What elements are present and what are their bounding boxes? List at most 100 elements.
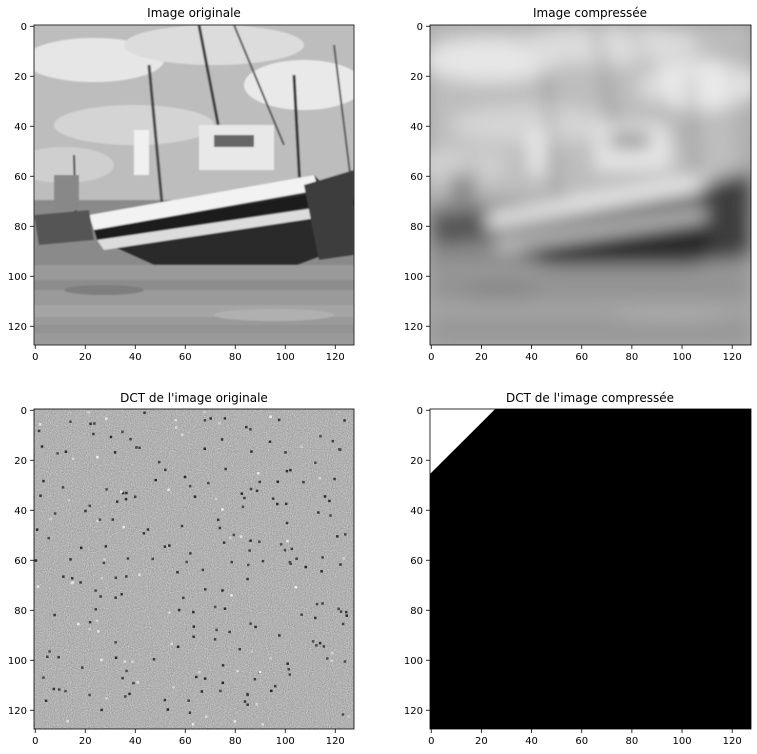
dct-speckle [243, 700, 247, 703]
dct-speckle [339, 610, 343, 613]
x-tick-label: 0 [428, 736, 434, 747]
dct-speckle [318, 476, 322, 480]
dct-speckle [286, 539, 289, 543]
y-tick-label: 0 [21, 22, 27, 33]
dct-speckle [114, 596, 117, 599]
dct-speckle [238, 647, 242, 651]
dct-speckle [135, 446, 138, 449]
dct-speckle [142, 532, 146, 535]
dct-speckle [339, 563, 342, 566]
dct-speckle [254, 625, 257, 629]
x-tick-label: 40 [129, 352, 142, 363]
dct-speckle [338, 448, 341, 451]
dct-speckle [261, 559, 265, 563]
dct-speckle [185, 560, 188, 564]
dct-speckle [302, 480, 305, 484]
x-tick-label: 100 [276, 352, 295, 363]
dct-speckle [44, 699, 48, 702]
dct-speckle [61, 486, 65, 489]
dct-speckle [323, 495, 327, 498]
dct-speckle [168, 544, 171, 547]
dct-speckle [109, 435, 113, 439]
dct-speckle [230, 560, 234, 564]
dct-speckle [221, 508, 224, 511]
dct-speckle [120, 490, 123, 494]
dct-speckle [154, 478, 157, 482]
dct-speckle [88, 504, 92, 508]
dct-speckle [336, 535, 339, 538]
dct-speckle [168, 611, 171, 614]
title-image-compressee: Image compressée [533, 6, 647, 20]
dct-speckle [319, 434, 322, 438]
dct-speckle [249, 428, 252, 431]
y-tick-label: 0 [21, 406, 27, 417]
dct-speckle [49, 517, 52, 521]
dct-speckle [270, 689, 273, 693]
dct-speckle [286, 662, 289, 665]
dct-speckle [163, 698, 167, 702]
dct-speckle [176, 645, 180, 649]
dct-speckle [247, 563, 250, 567]
x-tick-label: 20 [475, 352, 488, 363]
dct-speckle [343, 419, 346, 422]
x-tick-label: 20 [79, 352, 92, 363]
dct-speckle [207, 481, 210, 485]
dct-speckle [53, 613, 56, 617]
dct-speckle [167, 488, 170, 492]
dct-speckle [88, 620, 92, 624]
dct-speckle [138, 573, 141, 577]
dct-speckle [104, 417, 108, 420]
dct-speckle [191, 722, 195, 726]
dct-speckle [314, 461, 317, 464]
dct-speckle [87, 411, 90, 414]
dct-speckle [174, 418, 177, 422]
dct-speckle [223, 607, 227, 610]
dct-speckle [344, 533, 347, 536]
dct-speckle [174, 426, 178, 429]
dct-speckle [183, 475, 187, 479]
dct-speckle [321, 602, 324, 605]
dct-speckle [221, 664, 225, 667]
dct-speckle [182, 596, 185, 600]
dct-speckle [236, 669, 239, 673]
title-dct-compressee: DCT de l'image compressée [506, 391, 674, 405]
panel-dct-originale [34, 409, 354, 729]
y-tick-label: 80 [14, 222, 27, 233]
y-tick-label: 60 [410, 556, 423, 567]
dct-speckle [122, 525, 126, 529]
dct-speckle [123, 660, 127, 663]
dct-speckle [84, 509, 87, 513]
panel-image-originale [34, 25, 354, 345]
dct-speckle [314, 616, 317, 620]
dct-speckle [115, 500, 119, 503]
dct-speckle [124, 497, 128, 501]
plot-frame-c [33, 408, 355, 730]
dct-speckle [241, 505, 245, 509]
dct-speckle [258, 540, 261, 543]
dct-speckle [100, 577, 104, 580]
dct-speckle [268, 440, 272, 444]
x-tick-label: 100 [672, 352, 691, 363]
y-tick-label: 20 [14, 72, 27, 83]
x-tick-label: 20 [475, 736, 488, 747]
dct-speckle [151, 557, 154, 561]
dct-speckle [328, 499, 331, 503]
y-tick-label: 100 [404, 272, 423, 283]
dct-speckle [99, 595, 102, 598]
dct-speckle [221, 681, 225, 685]
panel-dct-compressee [430, 409, 751, 729]
x-tick-label: 100 [672, 736, 691, 747]
dct-speckle [246, 577, 249, 581]
dct-speckle [249, 539, 252, 542]
dct-speckle [188, 484, 192, 488]
y-tick-label: 20 [410, 456, 423, 467]
y-tick-label: 40 [14, 506, 27, 517]
dct-speckle [250, 650, 254, 653]
dct-speckle [180, 524, 184, 528]
dct-speckle [132, 681, 135, 685]
dct-speckle [70, 581, 74, 585]
dct-speckle [218, 421, 221, 425]
dct-speckle [100, 708, 103, 712]
panel-image-compressee [430, 25, 751, 345]
dct-speckle [342, 557, 345, 560]
